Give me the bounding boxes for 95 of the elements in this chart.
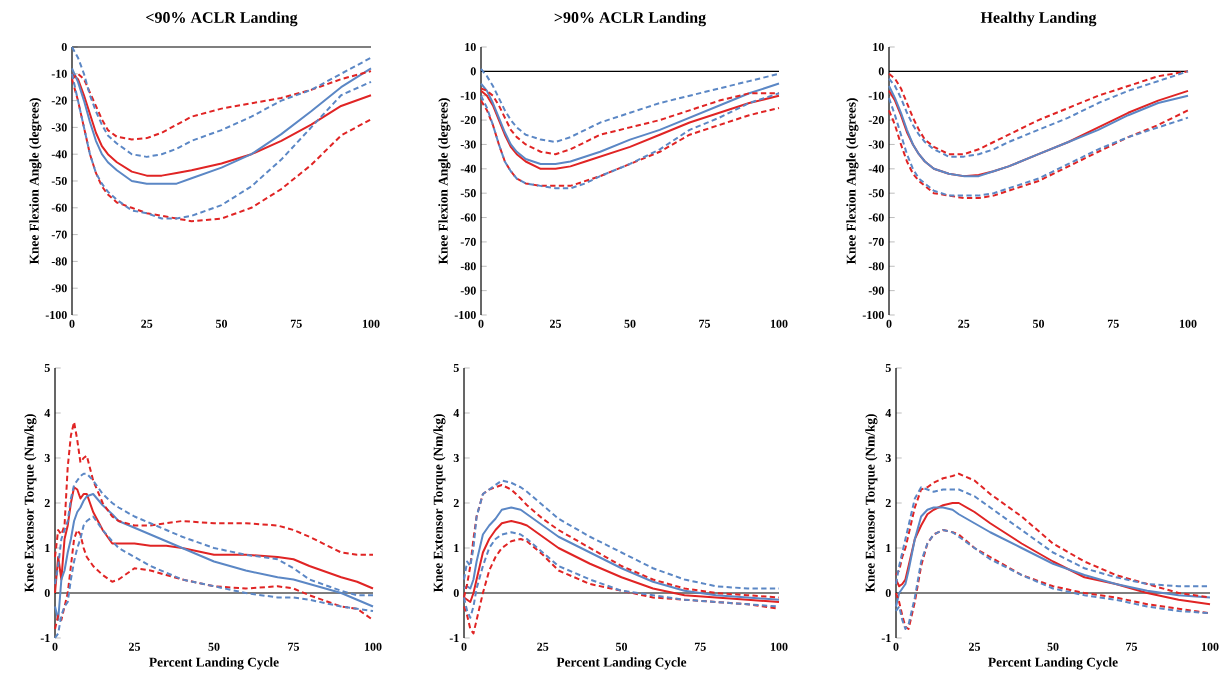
y-tick-label: 4: [44, 409, 51, 417]
x-tick-label: 50: [1047, 642, 1059, 651]
x-tick-label: 25: [550, 319, 562, 328]
x-tick-label: 75: [288, 642, 300, 651]
y-tick-label: -80: [868, 262, 884, 271]
y-tick-label: 4: [885, 409, 892, 417]
y-tick-label: 2: [44, 499, 50, 507]
x-tick-label: 100: [362, 319, 380, 328]
x-tick-label: 75: [290, 319, 302, 328]
y-tick-label: -40: [868, 164, 884, 173]
y-tick-label: 0: [470, 67, 476, 76]
y-tick-label: 0: [44, 588, 50, 598]
y-tick-label: 0: [61, 42, 67, 52]
y-tick-label: -60: [460, 213, 476, 222]
y-tick-label: -80: [51, 257, 67, 266]
x-tick-label: 75: [694, 642, 706, 651]
x-tick-label: 25: [969, 642, 981, 651]
x-tick-label: 25: [141, 319, 153, 328]
y-tick-label: -1: [40, 634, 50, 642]
y-tick-label: -20: [460, 116, 476, 125]
y-tick-label: 4: [453, 409, 460, 417]
y-tick-label: -20: [868, 116, 884, 125]
y-axis-title: Knee Extensor Torque (Nm/kg): [433, 414, 446, 593]
y-tick-label: 0: [878, 67, 884, 76]
x-tick-label: 75: [699, 319, 711, 328]
y-tick-label: 1: [45, 544, 50, 552]
y-tick-label: -20: [51, 96, 67, 105]
y-tick-label: -10: [868, 91, 884, 100]
y-tick-label: -50: [460, 189, 476, 198]
y-tick-label: -70: [51, 230, 67, 239]
y-tick-label: -1: [449, 634, 459, 642]
y-tick-label: -70: [868, 237, 884, 246]
y-tick-label: -30: [460, 140, 476, 149]
y-tick-label: 3: [885, 453, 891, 463]
x-tick-label: 50: [215, 319, 228, 328]
y-tick-label: -100: [45, 310, 67, 320]
x-axis-title: Percent Landing Cycle: [988, 657, 1118, 670]
x-tick-label: 75: [1107, 319, 1119, 328]
y-tick-label: 2: [885, 499, 891, 507]
y-tick-label: 3: [453, 453, 459, 463]
x-tick-label: 100: [1201, 642, 1219, 651]
y-tick-label: 10: [465, 42, 476, 52]
y-tick-label: 1: [886, 544, 891, 552]
y-tick-label: -30: [868, 140, 884, 149]
x-tick-label: 50: [208, 642, 220, 651]
y-tick-label: 10: [873, 42, 884, 52]
x-tick-label: 0: [69, 319, 75, 328]
x-tick-label: 100: [770, 319, 788, 328]
y-axis-title: Knee Extensor Torque (Nm/kg): [24, 414, 37, 593]
y-tick-label: -40: [460, 164, 476, 173]
y-tick-label: 1: [454, 544, 459, 552]
x-axis-title: Percent Landing Cycle: [149, 657, 279, 670]
y-tick-label: -90: [51, 284, 67, 293]
y-axis-title: Knee Flexion Angle (degrees): [846, 98, 859, 265]
y-axis-title: Knee Flexion Angle (degrees): [438, 98, 451, 265]
x-tick-label: 25: [537, 642, 549, 651]
y-tick-label: -60: [51, 203, 67, 212]
y-tick-label: 2: [453, 499, 459, 507]
y-tick-label: -1: [881, 634, 891, 642]
y-tick-label: 5: [44, 364, 50, 372]
y-tick-label: -10: [51, 69, 67, 78]
y-tick-label: -100: [454, 310, 476, 320]
y-tick-label: -10: [460, 91, 476, 100]
x-tick-label: 75: [1126, 642, 1138, 651]
x-tick-label: 100: [364, 642, 382, 651]
y-tick-label: -50: [51, 176, 67, 186]
y-tick-label: -80: [460, 262, 476, 271]
y-tick-label: -40: [51, 150, 67, 159]
y-tick-label: -30: [51, 123, 67, 132]
x-tick-label: 0: [478, 319, 484, 328]
y-axis-title: Knee Extensor Torque (Nm/kg): [865, 414, 878, 593]
y-tick-label: -100: [862, 310, 884, 320]
y-tick-label: -90: [868, 286, 884, 295]
y-tick-label: 5: [885, 364, 891, 372]
chart-title: <90% ACLR Landing: [146, 11, 298, 27]
x-tick-label: 25: [129, 642, 141, 651]
y-axis-title: Knee Flexion Angle (degrees): [29, 98, 42, 265]
chart-title: Healthy Landing: [980, 11, 1097, 27]
x-tick-label: 50: [1032, 319, 1045, 328]
y-tick-label: -60: [868, 213, 884, 222]
x-tick-label: 100: [770, 642, 788, 651]
x-axis-title: Percent Landing Cycle: [556, 657, 687, 670]
y-tick-label: -50: [868, 189, 884, 198]
y-tick-label: -90: [460, 286, 476, 295]
x-tick-label: 0: [893, 642, 899, 651]
x-tick-label: 25: [958, 319, 970, 328]
y-tick-label: 3: [44, 453, 50, 463]
x-tick-label: 50: [615, 642, 628, 651]
y-tick-label: 5: [453, 364, 459, 372]
y-tick-label: -70: [460, 237, 476, 246]
x-tick-label: 100: [1179, 319, 1197, 328]
chart-title: >90% ACLR Landing: [554, 11, 706, 27]
x-tick-label: 50: [624, 319, 636, 328]
y-tick-label: 0: [885, 588, 891, 598]
y-tick-label: 0: [453, 588, 459, 598]
